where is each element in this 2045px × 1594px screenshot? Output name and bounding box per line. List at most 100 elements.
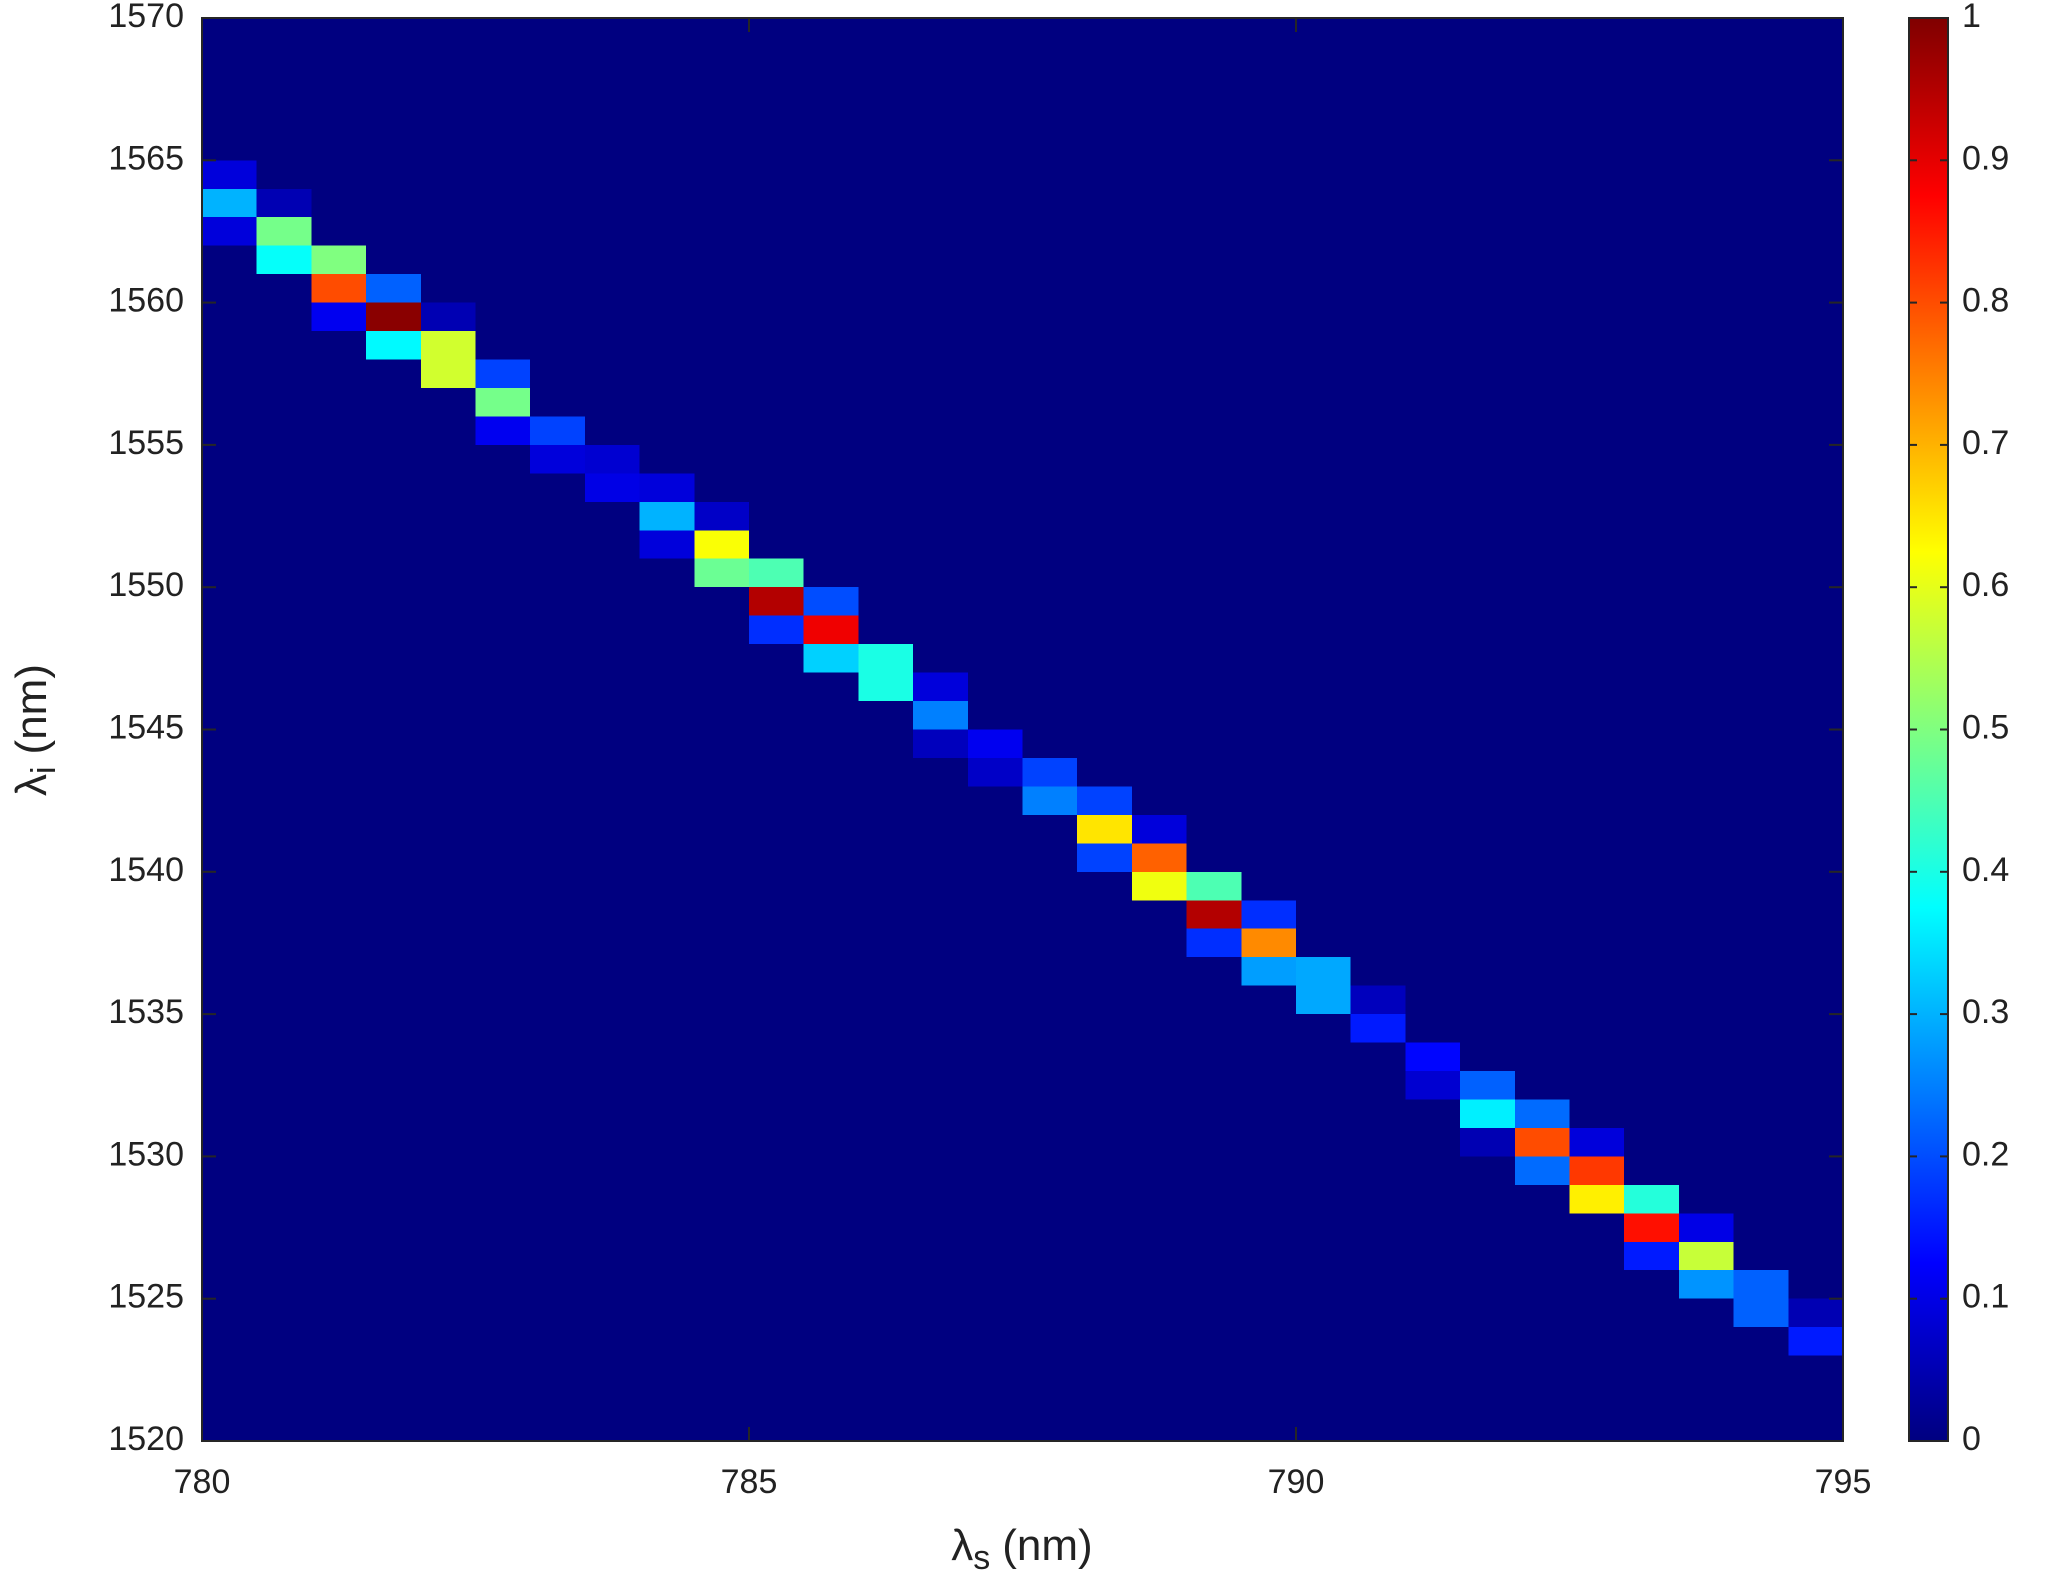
heatmap-cell bbox=[1678, 1241, 1734, 1271]
heatmap-cell bbox=[913, 672, 968, 702]
heatmap-cell bbox=[694, 530, 749, 559]
heatmap-cell bbox=[1350, 1014, 1406, 1043]
y-tick-label: 1520 bbox=[108, 1420, 184, 1458]
heatmap-cell bbox=[1186, 928, 1242, 958]
heatmap-cell bbox=[256, 188, 312, 218]
colorbar-tick-label: 0.6 bbox=[1962, 566, 2009, 604]
heatmap-cell bbox=[1624, 1241, 1679, 1271]
heatmap-cell bbox=[1077, 843, 1132, 872]
heatmap-cell bbox=[1405, 1042, 1461, 1072]
heatmap-cell bbox=[311, 245, 367, 275]
heatmap-cell bbox=[1678, 1270, 1734, 1299]
x-axis-label: λs (nm) bbox=[951, 1521, 1092, 1577]
heatmap-cell bbox=[420, 331, 476, 360]
colorbar-tick-label: 0.7 bbox=[1962, 424, 2009, 462]
x-tick-label: 790 bbox=[1268, 1463, 1325, 1501]
heatmap-cell bbox=[1624, 1213, 1679, 1242]
heatmap-cell bbox=[1131, 843, 1187, 872]
heatmap-cell bbox=[1131, 871, 1187, 901]
y-tick-label: 1525 bbox=[108, 1278, 184, 1316]
heatmap-cell bbox=[311, 302, 367, 332]
heatmap-cell bbox=[1460, 1099, 1515, 1128]
heatmap-cell bbox=[366, 331, 421, 360]
heatmap-cell bbox=[1350, 985, 1406, 1015]
y-tick-label: 1535 bbox=[108, 993, 184, 1031]
heatmap-cell bbox=[1241, 928, 1296, 958]
heatmap-cell bbox=[530, 444, 585, 474]
heatmap-cell bbox=[1077, 814, 1132, 844]
y-axis-label: λi (nm) bbox=[7, 664, 63, 796]
y-tick-label: 1530 bbox=[108, 1135, 184, 1173]
colorbar-tick-label: 0.2 bbox=[1962, 1135, 2009, 1173]
heatmap-cell bbox=[420, 302, 476, 332]
x-label-unit: (nm) bbox=[1002, 1521, 1092, 1570]
heatmap-cell bbox=[366, 302, 421, 332]
heatmap-cell bbox=[1022, 757, 1078, 787]
heatmap-cell bbox=[584, 444, 640, 474]
heatmap-cell bbox=[475, 387, 531, 417]
heatmap-cell bbox=[1405, 1071, 1461, 1100]
heatmap-cell bbox=[749, 615, 804, 645]
heatmap-cell bbox=[858, 672, 914, 702]
heatmap-cell bbox=[530, 416, 585, 445]
heatmap-cell bbox=[1460, 1071, 1515, 1100]
x-label-symbol: λ bbox=[951, 1521, 973, 1570]
heatmap-cell bbox=[1678, 1213, 1734, 1242]
heatmap-cell bbox=[1514, 1156, 1570, 1185]
colorbar-tick-label: 0.3 bbox=[1962, 993, 2009, 1031]
heatmap-cell bbox=[475, 359, 531, 388]
y-tick-label: 1540 bbox=[108, 851, 184, 889]
heatmap-cell bbox=[366, 274, 421, 303]
heatmap-cell bbox=[1788, 1327, 1843, 1356]
heatmap-cell bbox=[1241, 900, 1296, 929]
heatmap-cell bbox=[1460, 1127, 1515, 1157]
heatmap-cell bbox=[749, 587, 804, 616]
heatmap-cell bbox=[803, 644, 859, 673]
heatmap-cell bbox=[858, 644, 914, 673]
heatmap bbox=[202, 18, 1843, 1441]
y-tick-label: 1555 bbox=[108, 424, 184, 462]
heatmap-cell bbox=[694, 501, 749, 531]
heatmap-cell bbox=[584, 473, 640, 502]
heatmap-cell bbox=[639, 530, 695, 559]
heatmap-cell bbox=[1514, 1127, 1570, 1157]
heatmap-cell bbox=[639, 501, 695, 531]
heatmap-cell bbox=[420, 359, 476, 388]
x-tick-label: 795 bbox=[1815, 1463, 1872, 1501]
heatmap-cell bbox=[1022, 786, 1078, 815]
x-label-subscript: s bbox=[973, 1539, 990, 1577]
heatmap-cell bbox=[694, 558, 749, 588]
heatmap-cell bbox=[1733, 1270, 1789, 1299]
y-label-subscript: i bbox=[25, 766, 63, 774]
heatmap-cell bbox=[202, 188, 257, 218]
heatmap-cell bbox=[1077, 786, 1132, 815]
heatmap-cell bbox=[1296, 985, 1351, 1015]
heatmap-cell bbox=[202, 217, 257, 246]
y-tick-label: 1550 bbox=[108, 566, 184, 604]
heatmap-cell bbox=[1514, 1099, 1570, 1128]
colorbar-tick-label: 0.5 bbox=[1962, 708, 2009, 746]
heatmap-cell bbox=[1186, 900, 1242, 929]
heatmap-cell bbox=[475, 416, 531, 445]
y-tick-label: 1570 bbox=[108, 0, 184, 35]
colorbar-tick-label: 0.4 bbox=[1962, 851, 2009, 889]
heatmap-cell bbox=[311, 274, 367, 303]
y-tick-label: 1560 bbox=[108, 282, 184, 320]
heatmap-cell bbox=[749, 558, 804, 588]
heatmap-cell bbox=[913, 729, 968, 758]
y-tick-label: 1565 bbox=[108, 139, 184, 177]
heatmap-cell bbox=[256, 217, 312, 246]
heatmap-cell bbox=[1241, 957, 1296, 986]
heatmap-cell bbox=[967, 729, 1023, 758]
heatmap-cell bbox=[256, 245, 312, 275]
colorbar-tick-label: 0 bbox=[1962, 1420, 1981, 1458]
heatmap-cell bbox=[1569, 1127, 1625, 1157]
heatmap-cell bbox=[1296, 957, 1351, 986]
heatmap-cell bbox=[967, 757, 1023, 787]
heatmap-cell bbox=[1569, 1184, 1625, 1214]
colorbar-tick-label: 0.9 bbox=[1962, 139, 2009, 177]
heatmap-cell bbox=[1733, 1298, 1789, 1328]
x-tick-label: 785 bbox=[721, 1463, 778, 1501]
y-label-symbol: λ bbox=[7, 774, 56, 796]
